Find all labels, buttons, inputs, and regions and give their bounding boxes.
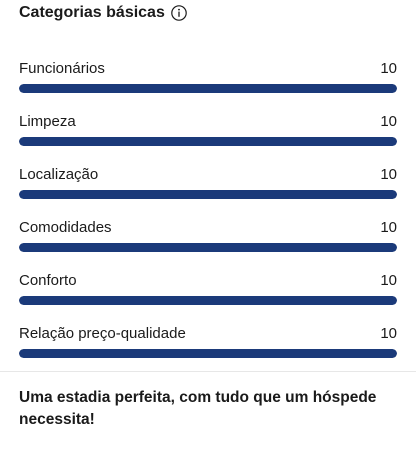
category-row: Comodidades 10 (19, 219, 397, 272)
info-icon[interactable] (171, 5, 187, 21)
category-label: Conforto (19, 272, 77, 289)
score-bar (19, 137, 397, 146)
category-score: 10 (380, 113, 397, 130)
category-label: Localização (19, 166, 99, 183)
category-row: Funcionários 10 (19, 60, 397, 113)
section-title: Categorias básicas (19, 4, 165, 21)
score-bar (19, 349, 397, 358)
score-bar-fill (19, 243, 397, 252)
score-bar-fill (19, 190, 397, 199)
category-row: Limpeza 10 (19, 113, 397, 166)
review-quote: Uma estadia perfeita, com tudo que um hó… (19, 389, 377, 428)
category-label: Funcionários (19, 60, 105, 77)
category-row: Conforto 10 (19, 272, 397, 325)
score-bar-fill (19, 349, 397, 358)
category-label: Limpeza (19, 113, 76, 130)
category-score: 10 (380, 219, 397, 236)
category-row: Relação preço-qualidade 10 (19, 325, 397, 378)
category-score: 10 (380, 60, 397, 77)
category-score: 10 (380, 272, 397, 289)
score-bar (19, 84, 397, 93)
category-score: 10 (380, 166, 397, 183)
score-bar (19, 296, 397, 305)
divider (0, 371, 416, 372)
category-score: 10 (380, 325, 397, 342)
score-bar (19, 190, 397, 199)
score-bar-fill (19, 84, 397, 93)
category-list: Funcionários 10 Limpeza 10 Localização 1… (19, 60, 397, 378)
score-bar-fill (19, 137, 397, 146)
score-bar (19, 243, 397, 252)
category-label: Relação preço-qualidade (19, 325, 186, 342)
category-label: Comodidades (19, 219, 112, 236)
category-row: Localização 10 (19, 166, 397, 219)
score-bar-fill (19, 296, 397, 305)
section-header: Categorias básicas (19, 2, 187, 24)
